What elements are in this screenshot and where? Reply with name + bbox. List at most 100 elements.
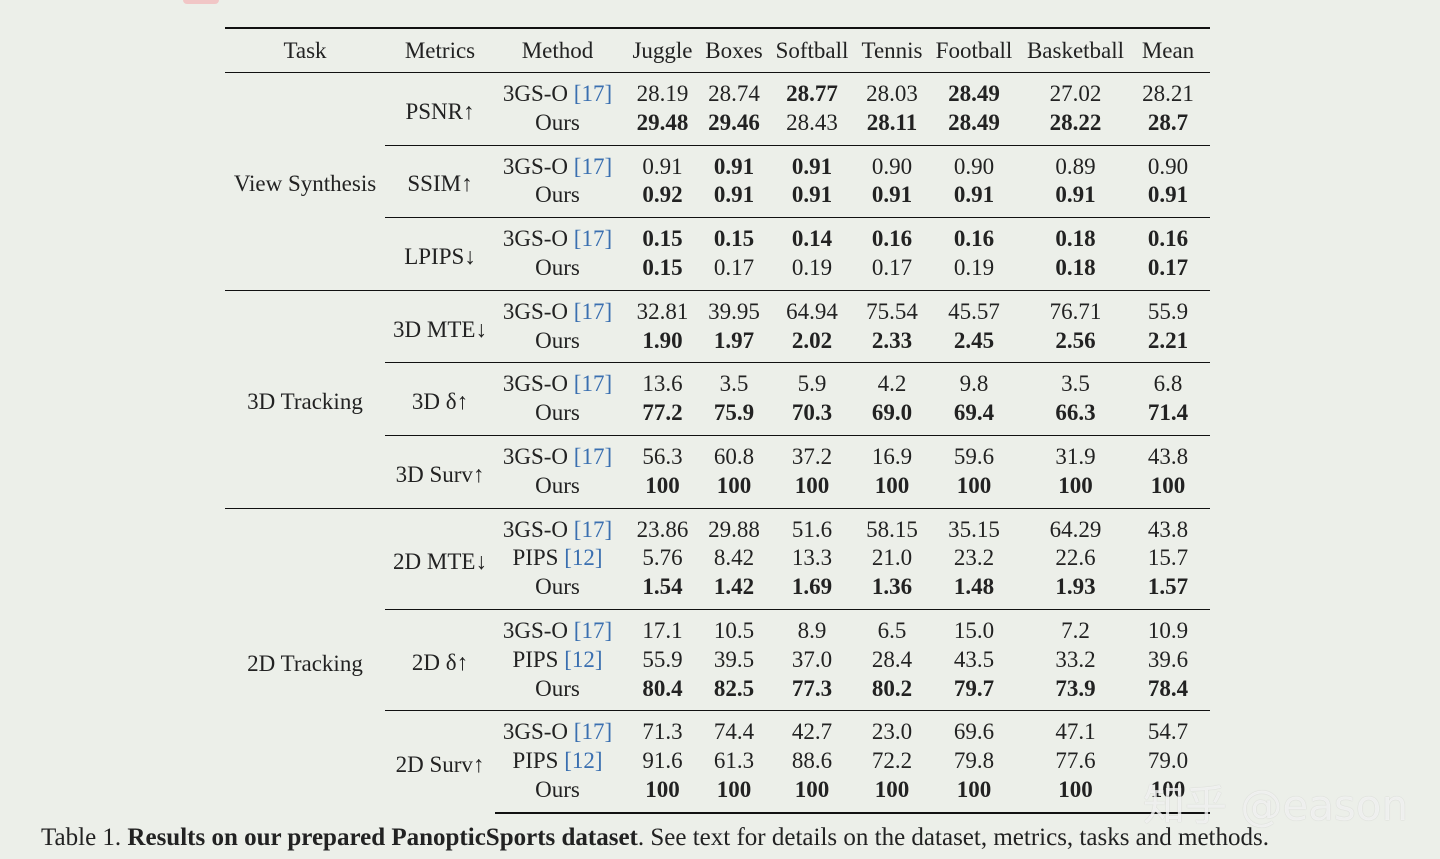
value-cell: 55.9 — [642, 646, 683, 672]
value-cell: 1.48 — [953, 574, 995, 600]
method-cell: PIPS [12] — [495, 646, 620, 675]
method-cell: Ours — [495, 399, 620, 435]
method-cell: 3GS-O [17] — [495, 73, 620, 109]
method-cell: Ours — [495, 181, 620, 217]
value-cell: 77.3 — [791, 675, 833, 701]
value-cell: 32.81 — [620, 289, 705, 327]
value-cell: 6.5 — [861, 608, 923, 646]
citation-link[interactable]: [17] — [573, 226, 613, 252]
value-cell: 88.6 — [791, 748, 833, 774]
value-cell: 0.19 — [791, 254, 833, 280]
value-cell: 0.18 — [1025, 217, 1126, 254]
value-cell: 37.0 — [791, 646, 833, 672]
table-row: SSIM↑ 3GS-O [17] 0.91 0.91 0.91 0.90 0.90 0.89 0… — [225, 144, 1210, 218]
metric-cell: SSIM↑ — [385, 144, 495, 218]
value-cell: 39.95 — [705, 289, 763, 327]
value-cell: 79.0 — [1147, 748, 1189, 774]
value-cell: 0.16 — [1126, 217, 1210, 254]
method-cell: 3GS-O [17] — [495, 710, 620, 748]
citation-link[interactable]: [17] — [573, 81, 613, 106]
caption-title: Results on our prepared PanopticSports d… — [127, 824, 638, 851]
value-cell: 60.8 — [705, 434, 763, 472]
value-cell: 61.3 — [713, 748, 755, 774]
value-cell: 80.4 — [642, 675, 683, 701]
value-cell: 39.6 — [1147, 646, 1189, 672]
task-cell: View Synthesis — [233, 171, 377, 197]
value-cell: 2.45 — [953, 327, 995, 353]
value-cell: 29.88 — [705, 507, 763, 545]
citation-link[interactable]: [17] — [573, 443, 613, 469]
citation-link[interactable]: [17] — [573, 617, 613, 643]
method-name: Ours — [535, 254, 580, 280]
value-cell: 71.4 — [1147, 400, 1189, 426]
value-cell: 39.5 — [713, 646, 755, 672]
value-cell: 1.42 — [713, 574, 755, 600]
value-cell: 71.3 — [620, 710, 705, 748]
table-row: Ours 80.4 82.5 77.3 80.2 79.7 73.9 78.4 — [225, 675, 1210, 711]
value-cell: 28.74 — [708, 81, 760, 106]
value-cell: 8.9 — [763, 608, 861, 646]
metric-cell: 2D δ↑ — [385, 608, 495, 711]
value-cell: 77.2 — [642, 400, 683, 426]
method-name: 3GS-O — [502, 153, 569, 179]
citation-link[interactable]: [12] — [564, 646, 603, 672]
value-cell: 0.17 — [1147, 254, 1189, 280]
value-cell: 1.54 — [642, 574, 683, 600]
method-name: PIPS — [512, 646, 559, 672]
method-name: 3GS-O — [502, 371, 569, 397]
value-cell: 43.8 — [1126, 507, 1210, 545]
method-name: Ours — [535, 776, 580, 802]
caption-rest: . See text for details on the dataset, m… — [637, 824, 1269, 851]
value-cell: 0.19 — [953, 254, 995, 280]
citation-link[interactable]: [17] — [573, 719, 613, 745]
value-cell: 0.15 — [620, 217, 705, 254]
method-name: Ours — [535, 472, 580, 498]
value-cell: 28.43 — [786, 109, 838, 135]
method-name: Ours — [535, 327, 580, 353]
value-cell: 72.2 — [871, 748, 913, 774]
table-body: View Synthesis PSNR↑ 3GS-O [17] 28.19 28.74 2… — [225, 73, 1210, 814]
value-cell: 37.2 — [763, 434, 861, 472]
citation-link[interactable]: [12] — [564, 545, 603, 571]
value-cell: 13.6 — [620, 362, 705, 400]
value-cell: 1.90 — [642, 327, 683, 353]
task-cell: 2D Tracking — [225, 507, 385, 813]
citation-link[interactable]: [17] — [573, 298, 613, 324]
method-cell: 3GS-O [17] — [495, 144, 620, 182]
value-cell: 23.2 — [953, 545, 995, 571]
citation-link[interactable]: [12] — [564, 748, 603, 774]
table-row: Ours 29.48 29.46 28.43 28.11 28.49 28.22 28.7 — [225, 109, 1210, 145]
header-juggle: Juggle — [620, 27, 705, 73]
value-cell: 1.69 — [791, 574, 833, 600]
citation-link[interactable]: [17] — [573, 516, 613, 542]
method-name: Ours — [535, 675, 580, 701]
task-cell: 3D Tracking — [225, 289, 385, 509]
value-cell: 100 — [1126, 775, 1210, 814]
value-cell: 100 — [874, 472, 910, 498]
top-accent-mark — [183, 0, 219, 4]
value-cell: 43.5 — [953, 646, 995, 672]
method-cell: Ours — [495, 573, 620, 609]
header-method: Method — [495, 27, 620, 73]
value-cell: 10.9 — [1126, 608, 1210, 646]
value-cell: 0.91 — [953, 182, 995, 208]
value-cell: 22.6 — [1055, 545, 1096, 571]
table-row: 2D Surv↑ 3GS-O [17] 71.3 74.4 42.7 23.0 69.6 47… — [225, 710, 1210, 813]
value-cell: 100 — [1150, 472, 1186, 498]
table-row: Ours 77.2 75.9 70.3 69.0 69.4 66.3 71.4 — [225, 399, 1210, 435]
value-cell: 56.3 — [620, 434, 705, 472]
method-name: 3GS-O — [502, 719, 569, 745]
table-row: Ours 0.92 0.91 0.91 0.91 0.91 0.91 0.91 — [225, 181, 1210, 217]
citation-link[interactable]: [17] — [573, 153, 613, 179]
value-cell: 0.91 — [1055, 182, 1096, 208]
value-cell: 13.3 — [791, 545, 833, 571]
header-basketball: Basketball — [1025, 27, 1126, 73]
value-cell: 1.57 — [1147, 574, 1189, 600]
table-row: PIPS [12] 55.9 39.5 37.0 28.4 43.5 33.2 39.6 — [225, 646, 1210, 675]
value-cell: 0.90 — [861, 144, 923, 182]
value-cell: 2.56 — [1055, 327, 1096, 353]
table-row: Ours 1.54 1.42 1.69 1.36 1.48 1.93 1.57 — [225, 573, 1210, 609]
metric-cell: 2D MTE↓ — [385, 507, 495, 610]
method-name: Ours — [535, 400, 580, 426]
citation-link[interactable]: [17] — [573, 371, 613, 397]
